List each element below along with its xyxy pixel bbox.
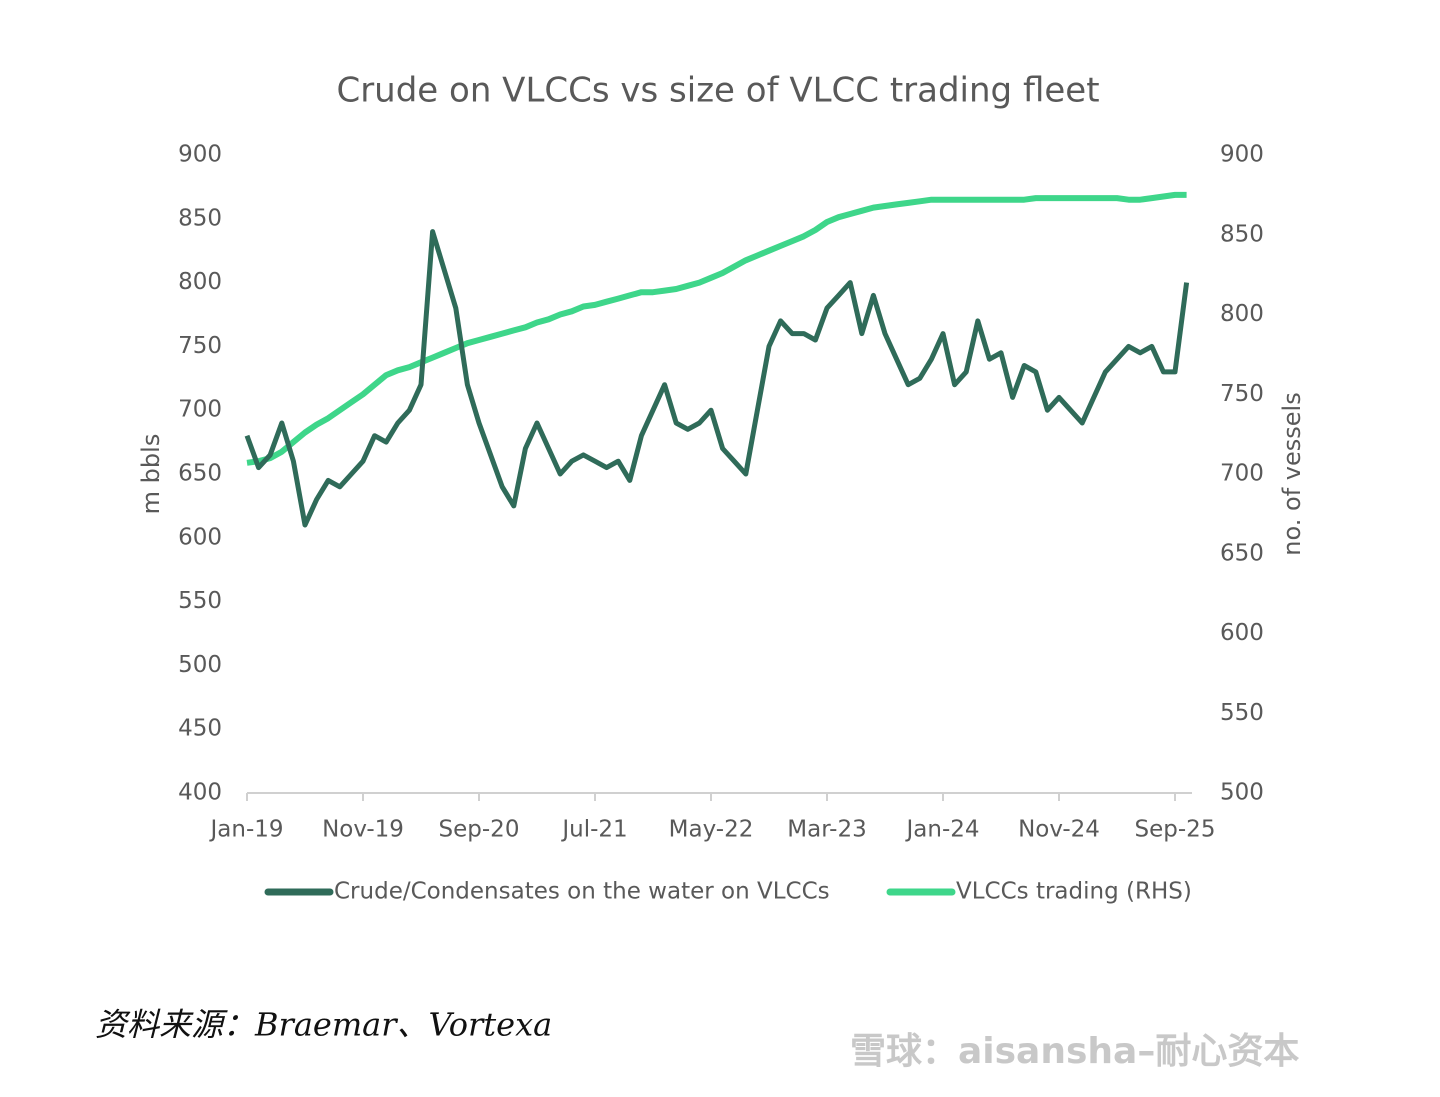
x-tick-label: Nov-24 bbox=[1018, 817, 1100, 843]
y-axis-label: m bbls bbox=[137, 434, 165, 515]
y-tick-label: 400 bbox=[178, 780, 222, 806]
legend-label: Crude/Condensates on the water on VLCCs bbox=[334, 879, 830, 905]
x-tick-label: Mar-23 bbox=[787, 817, 867, 843]
x-tick-label: Jul-21 bbox=[560, 817, 627, 843]
x-tick-label: Nov-19 bbox=[322, 817, 404, 843]
y2-tick-label: 800 bbox=[1220, 301, 1264, 327]
y2-tick-label: 750 bbox=[1220, 381, 1264, 407]
x-tick-label: Jan-24 bbox=[904, 817, 979, 843]
legend-label: VLCCs trading (RHS) bbox=[956, 879, 1192, 905]
y-tick-label: 500 bbox=[178, 652, 222, 678]
y2-tick-label: 900 bbox=[1220, 142, 1264, 168]
series-line bbox=[244, 229, 1190, 528]
y-tick-label: 850 bbox=[178, 205, 222, 231]
y-tick-label: 550 bbox=[178, 588, 222, 614]
y2-tick-label: 650 bbox=[1220, 540, 1264, 566]
watermark: 雪球：aisansha–耐心资本 bbox=[850, 1031, 1299, 1072]
y-tick-label: 650 bbox=[178, 461, 222, 487]
y-tick-label: 900 bbox=[178, 142, 222, 168]
y2-axis-label: no. of vessels bbox=[1278, 392, 1306, 555]
x-tick-label: Sep-20 bbox=[439, 817, 520, 843]
y-tick-label: 800 bbox=[178, 269, 222, 295]
x-tick-label: Sep-25 bbox=[1135, 817, 1216, 843]
y-tick-label: 450 bbox=[178, 716, 222, 742]
y-tick-label: 750 bbox=[178, 333, 222, 359]
y2-tick-label: 500 bbox=[1220, 780, 1264, 806]
y-tick-label: 600 bbox=[178, 524, 222, 550]
x-tick-label: Jan-19 bbox=[208, 817, 283, 843]
y2-tick-label: 850 bbox=[1220, 221, 1264, 247]
series-line bbox=[246, 191, 1187, 466]
chart-title: Crude on VLCCs vs size of VLCC trading f… bbox=[336, 71, 1099, 111]
x-tick-label: May-22 bbox=[669, 817, 754, 843]
source-note: 资料来源：Braemar、Vortexa bbox=[95, 1006, 552, 1044]
y-tick-label: 700 bbox=[178, 397, 222, 423]
y2-tick-label: 700 bbox=[1220, 461, 1264, 487]
y2-tick-label: 550 bbox=[1220, 700, 1264, 726]
y2-tick-label: 600 bbox=[1220, 620, 1264, 646]
